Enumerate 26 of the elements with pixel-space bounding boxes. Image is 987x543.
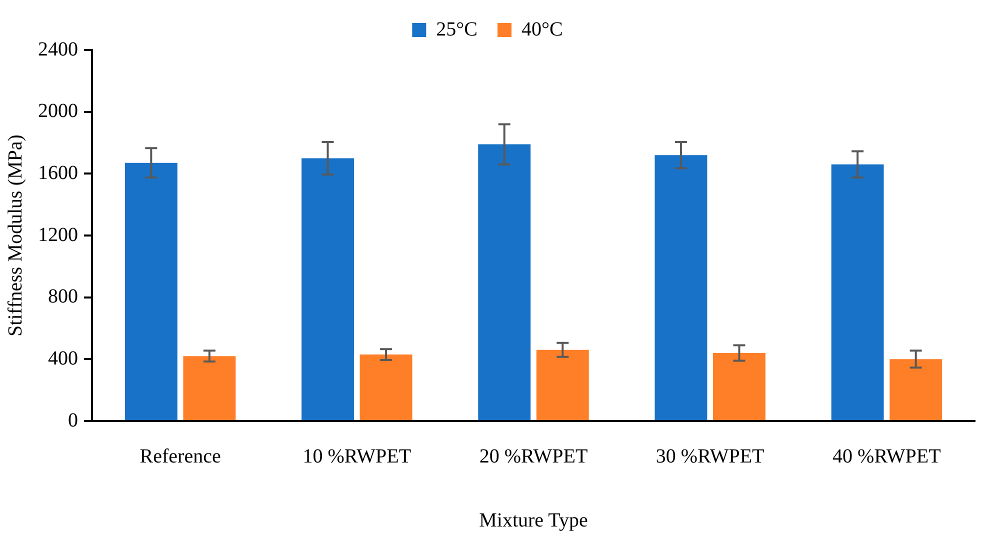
legend-label: 40°C <box>522 18 563 40</box>
x-tick-label: 20 %RWPET <box>479 445 588 468</box>
y-tick-label: 0 <box>68 409 78 432</box>
y-tick-label: 1200 <box>38 224 78 246</box>
bar <box>713 352 766 420</box>
bar <box>654 155 708 420</box>
x-tick-label: 30 %RWPET <box>656 445 764 468</box>
bar <box>536 350 589 420</box>
bar <box>124 162 178 420</box>
x-tick-label: 40 %RWPET <box>832 445 941 468</box>
y-tick-label: 800 <box>48 286 78 308</box>
bar <box>360 354 412 420</box>
bar <box>890 359 942 420</box>
y-tick-label: 1600 <box>38 162 78 184</box>
x-axis-title: Mixture Type <box>479 509 588 532</box>
x-tick-label: Reference <box>140 445 221 468</box>
bar <box>478 144 531 420</box>
y-axis-title: Stiffness Modulus (MPa) <box>4 134 26 336</box>
bar <box>183 356 236 420</box>
y-tick-label: 400 <box>48 347 78 370</box>
legend-label: 25°C <box>436 18 478 40</box>
bar <box>831 164 884 420</box>
y-tick-label: 2400 <box>38 38 78 60</box>
bar <box>302 158 354 420</box>
x-tick-label: 10 %RWPET <box>302 445 412 468</box>
y-tick-label: 2000 <box>38 100 78 122</box>
